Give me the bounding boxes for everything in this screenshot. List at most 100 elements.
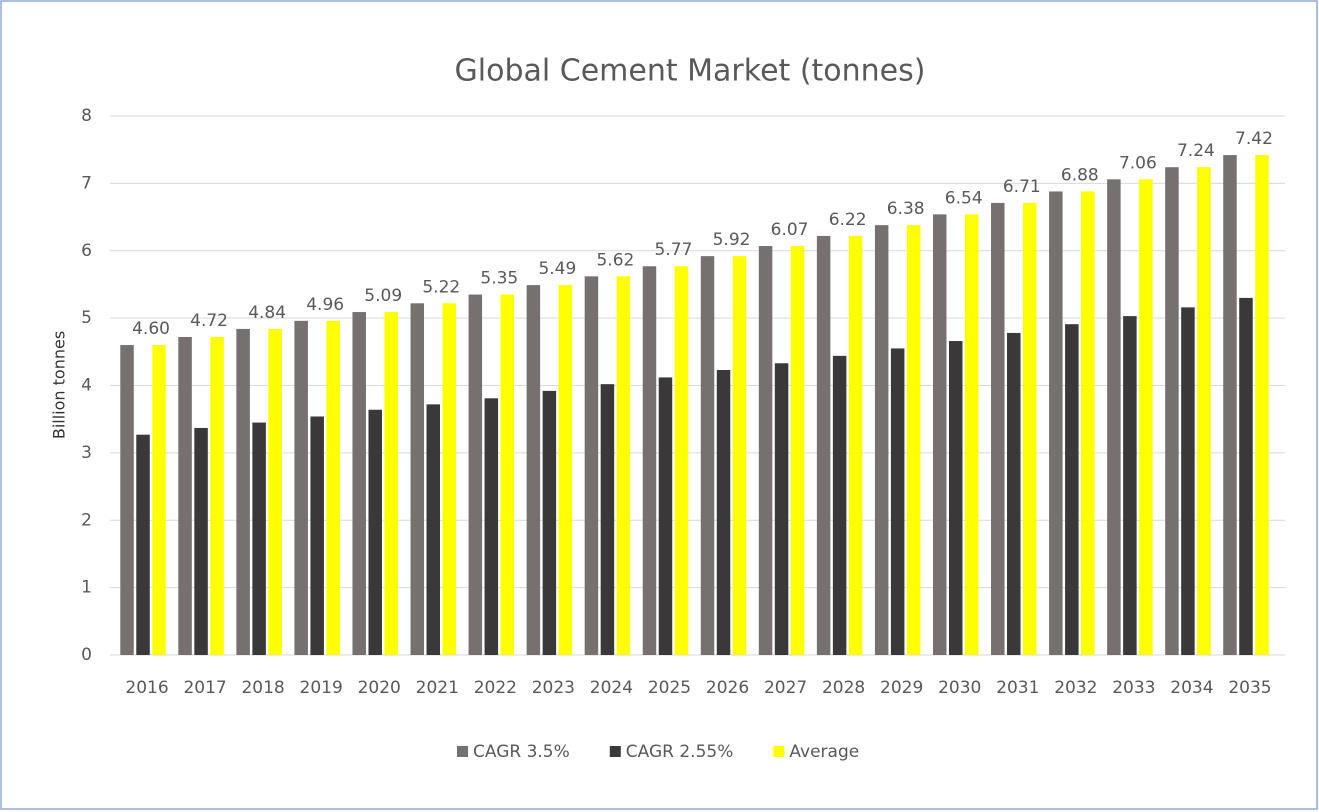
x-tick-label: 2022 [474,678,517,698]
data-label: 6.71 [1003,177,1041,197]
x-tick-label: 2024 [590,678,633,698]
bar [542,390,557,655]
bar [600,384,615,655]
bar [790,246,805,655]
y-tick-label: 1 [81,578,92,598]
bar [1049,191,1063,655]
bar [1081,191,1095,655]
data-label: 4.60 [132,319,170,339]
y-tick-label: 0 [81,645,92,665]
bar [1107,179,1121,655]
data-label: 6.22 [829,210,867,230]
bar [964,214,979,655]
x-tick-label: 2020 [358,678,401,698]
data-label: 5.22 [422,277,460,297]
bar [816,235,831,656]
bar [1007,332,1021,655]
bar [890,348,905,655]
bar [210,336,224,655]
x-tick-label: 2019 [300,678,343,698]
bar [368,409,382,655]
bar [484,398,499,655]
data-label: 5.62 [596,250,634,270]
bar [1181,307,1195,655]
y-tick-label: 6 [81,241,92,261]
bar [468,294,483,655]
y-tick-label: 7 [81,173,92,193]
x-tick-label: 2021 [416,678,459,698]
bar [442,303,457,655]
x-tick-label: 2035 [1228,678,1271,698]
x-tick-label: 2017 [183,678,226,698]
legend-swatch [609,746,621,757]
data-label: 5.92 [713,230,751,250]
bar [120,345,134,655]
y-tick-label: 4 [81,376,92,396]
y-tick-label: 3 [81,443,92,463]
bar [584,276,599,655]
legend-label: CAGR 2.55% [626,742,734,762]
bar [152,345,166,655]
data-label: 5.09 [364,286,402,306]
data-label: 6.88 [1061,165,1099,185]
x-tick-label: 2025 [648,678,691,698]
bar [1123,316,1137,655]
x-tick-label: 2029 [880,678,923,698]
legend-label: CAGR 3.5% [473,742,570,762]
x-tick-label: 2023 [532,678,575,698]
bar [874,225,889,655]
x-tick-label: 2018 [241,678,284,698]
data-label: 7.06 [1119,153,1157,173]
bar [1065,324,1079,655]
bar [732,256,747,655]
bar [384,312,398,655]
legend-swatch [457,746,468,757]
x-tick-label: 2027 [764,678,807,698]
bar [252,422,266,655]
x-tick-label: 2031 [996,678,1039,698]
x-tick-label: 2034 [1170,678,1213,698]
bar [136,434,150,655]
bar [848,235,863,656]
bar [294,320,308,655]
bar [932,214,947,655]
legend-label: Average [789,742,859,762]
x-tick-label: 2033 [1112,678,1155,698]
bar [1139,179,1153,655]
bar [426,404,441,655]
x-tick-label: 2028 [822,678,865,698]
data-label: 6.54 [945,188,983,208]
data-label: 5.35 [480,269,518,289]
data-label: 4.96 [306,295,344,315]
bar [1223,155,1237,655]
bar [774,363,789,655]
y-tick-label: 8 [81,106,92,126]
data-label: 6.38 [887,199,925,219]
data-label: 7.24 [1177,141,1215,161]
legend-swatch [773,746,785,757]
y-axis-title: Billion tonnes [50,331,69,439]
bar [1239,297,1253,655]
bar [310,416,324,655]
bar [410,303,425,655]
x-tick-label: 2030 [938,678,981,698]
bar [178,336,192,655]
data-label: 6.07 [771,220,809,240]
bar [500,294,515,655]
bar [716,370,731,655]
bar [1255,155,1269,655]
data-label: 7.42 [1235,129,1273,149]
bar [326,320,340,655]
bar [616,276,631,655]
data-label: 5.77 [655,240,693,260]
bar [1197,167,1211,655]
bar [700,256,715,655]
bar [948,341,963,655]
bar [1023,202,1037,655]
x-tick-label: 2032 [1054,678,1097,698]
chart-title: Global Cement Market (tonnes) [455,54,926,89]
bar [194,427,208,655]
y-tick-label: 2 [81,510,92,530]
bar [526,285,541,655]
